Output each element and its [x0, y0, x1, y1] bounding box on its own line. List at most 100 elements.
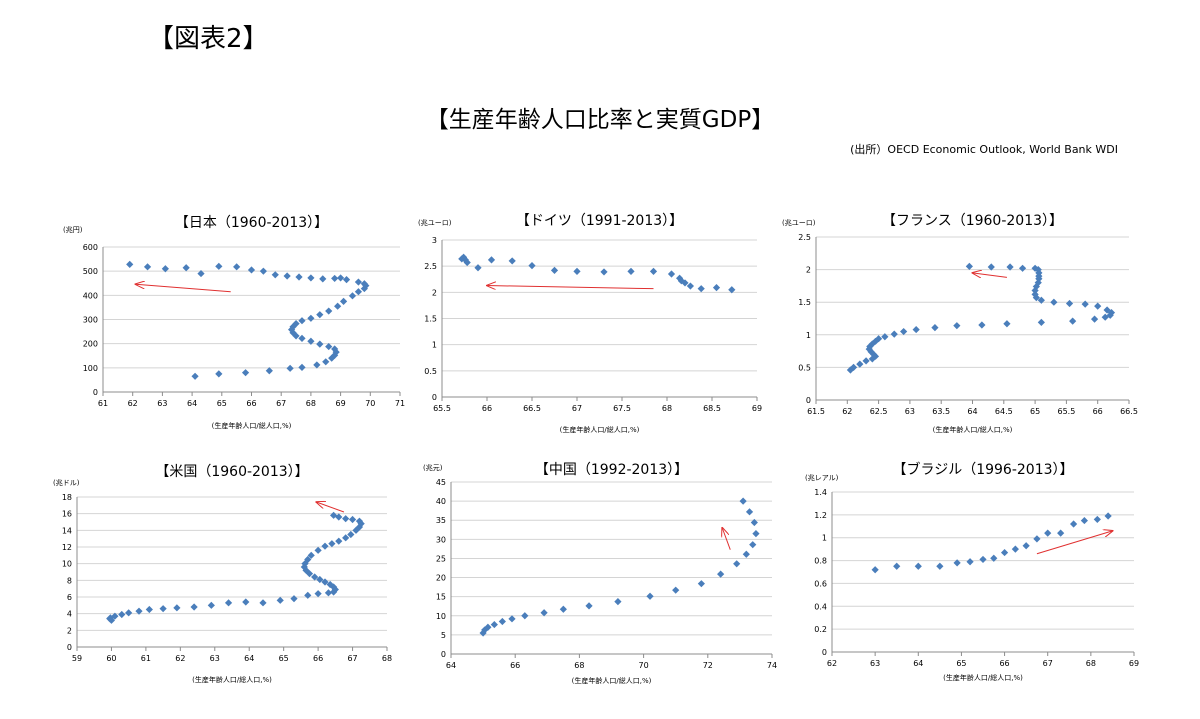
data-point	[846, 366, 855, 374]
chart-title: 【ブラジル（1996-2013）】	[892, 461, 1073, 478]
x-axis-label: (生産年齢人口/総人口,%)	[933, 425, 1013, 434]
trend-arrow	[722, 528, 731, 550]
data-point	[339, 297, 348, 305]
x-tick-label: 62	[827, 659, 837, 668]
x-tick-label: 65	[279, 654, 289, 663]
data-point	[331, 585, 339, 594]
x-tick-label: 66	[510, 661, 520, 670]
x-tick-label: 63	[905, 407, 915, 416]
data-point	[646, 592, 654, 600]
x-tick-label: 61.5	[807, 407, 825, 416]
x-tick-label: 65.5	[1057, 407, 1075, 416]
data-point	[182, 264, 190, 272]
y-tick-label: 1.4	[814, 488, 827, 497]
data-point	[325, 342, 333, 351]
data-point	[292, 320, 300, 328]
y-tick-label: 0	[93, 388, 98, 397]
x-tick-label: 67	[276, 399, 286, 408]
trend-arrow	[316, 502, 345, 513]
y-unit-label: (兆円)	[63, 225, 83, 234]
y-tick-label: 0	[67, 643, 72, 652]
y-tick-label: 8	[67, 576, 72, 585]
x-tick-label: 66	[999, 659, 1009, 668]
y-tick-label: 20	[436, 574, 446, 583]
chart-6: 0 0.2 0.4 0.6 0.8 1 1.2 1.4 62 63 64 65 66 67 68 69 【ブラジ…	[805, 461, 1139, 682]
data-point	[1034, 266, 1042, 274]
data-point	[342, 276, 351, 284]
y-tick-label: 0.6	[814, 579, 827, 588]
data-point	[953, 559, 961, 567]
data-point	[712, 284, 721, 292]
data-point	[118, 610, 126, 619]
x-tick-label: 66.5	[523, 404, 541, 413]
data-point	[331, 274, 339, 283]
data-point	[287, 326, 296, 334]
x-tick-label: 66	[246, 399, 256, 408]
y-tick-label: 6	[67, 593, 72, 602]
x-tick-label: 62	[842, 407, 852, 416]
x-tick-label: 72	[703, 661, 713, 670]
y-tick-label: 1.5	[798, 298, 811, 307]
data-point	[324, 589, 333, 597]
data-point	[936, 562, 944, 570]
data-point	[126, 260, 134, 268]
data-point	[481, 626, 489, 634]
y-tick-label: 0	[806, 396, 811, 405]
data-point	[330, 511, 338, 519]
chart-2: 0 0.5 1 1.5 2 2.5 3 65.5 66 66.5 67 67.5 68 68.5 69 【ドイ…	[418, 213, 762, 434]
data-point	[966, 558, 974, 566]
y-tick-label: 1	[432, 341, 437, 350]
y-tick-label: 300	[83, 316, 98, 325]
data-point	[627, 267, 635, 275]
data-point	[307, 274, 315, 282]
data-point	[667, 270, 676, 278]
data-point	[733, 560, 741, 568]
x-tick-label: 65	[1030, 407, 1040, 416]
data-point	[247, 266, 256, 274]
data-point	[953, 322, 961, 330]
data-point	[987, 263, 995, 271]
data-point	[508, 257, 516, 265]
data-point	[173, 604, 181, 612]
x-axis-label: (生産年齢人口/総人口,%)	[212, 421, 292, 430]
data-point	[550, 266, 559, 274]
data-point	[335, 537, 343, 545]
data-point	[745, 508, 754, 516]
x-axis-label: (生産年齢人口/総人口,%)	[192, 675, 272, 684]
y-tick-label: 0.8	[814, 557, 827, 566]
data-point	[1050, 298, 1058, 306]
data-point	[242, 598, 250, 606]
data-point	[1031, 290, 1039, 298]
x-tick-label: 68	[382, 654, 392, 663]
data-point	[295, 273, 303, 281]
data-point	[871, 566, 879, 574]
data-point	[849, 363, 858, 371]
y-tick-label: 2.5	[424, 262, 437, 271]
y-tick-label: 35	[436, 516, 446, 525]
data-point	[749, 541, 757, 549]
x-tick-label: 66	[313, 654, 323, 663]
data-point	[321, 542, 329, 550]
x-tick-label: 64.5	[995, 407, 1013, 416]
data-point	[978, 321, 986, 329]
data-point	[1090, 315, 1099, 323]
y-tick-label: 18	[62, 493, 72, 502]
data-point	[1070, 520, 1078, 528]
data-point	[521, 612, 529, 620]
x-tick-label: 64	[244, 654, 254, 663]
x-tick-label: 62	[128, 399, 138, 408]
data-point	[1044, 529, 1052, 537]
data-point	[487, 256, 496, 264]
data-point	[342, 515, 350, 523]
y-tick-label: 0.5	[798, 363, 811, 372]
x-tick-label: 67	[572, 404, 582, 413]
data-point	[1037, 318, 1045, 327]
y-unit-label: (兆元)	[423, 463, 443, 472]
data-point	[1000, 548, 1009, 557]
data-point	[125, 609, 133, 617]
y-tick-label: 25	[436, 554, 446, 563]
data-point	[871, 337, 880, 345]
chart-5: 0 5 10 15 20 25 30 35 40 45 64 66 68 70 72 74 【中国（1992-2…	[423, 462, 777, 685]
